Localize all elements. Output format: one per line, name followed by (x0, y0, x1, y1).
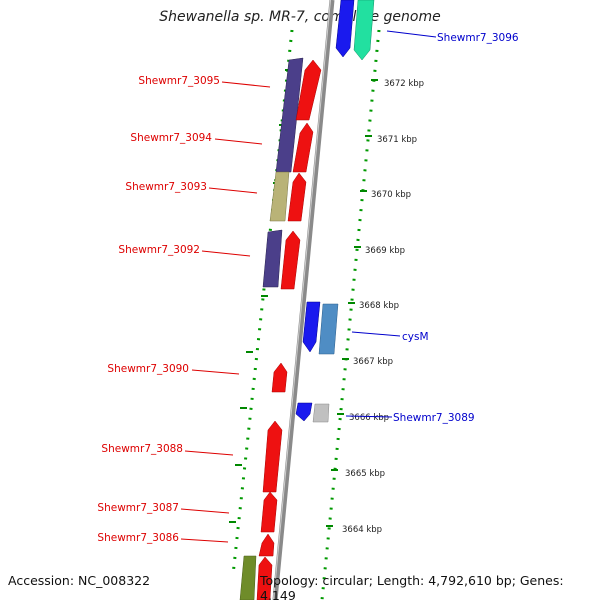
scale-tick-label: 3670 kbp (371, 190, 411, 200)
gene-shewmr7-3092[interactable] (280, 230, 301, 290)
gene-label[interactable]: Shewmr7_3092 (118, 244, 200, 256)
gene-label[interactable]: Shewmr7_3086 (97, 532, 179, 544)
gene-unlabeled-forward[interactable] (256, 556, 273, 600)
gene-shewmr7-3090[interactable] (271, 362, 288, 393)
gene-shewmr7-3089-cog[interactable] (312, 403, 330, 423)
gene-cysm[interactable] (302, 301, 321, 353)
gene-label[interactable]: Shewmr7_3095 (138, 75, 220, 87)
scale-tick-label: 3671 kbp (377, 135, 417, 145)
gene-label[interactable]: Shewmr7_3090 (107, 363, 189, 375)
scale-tick-label: 3669 kbp (365, 246, 405, 256)
scale-tick-label: 3664 kbp (342, 525, 382, 535)
gene-shewmr7-3087[interactable] (260, 491, 278, 533)
gene-label[interactable]: Shewmr7_3096 (437, 32, 519, 44)
gene-shewmr7-3088[interactable] (262, 420, 283, 493)
gene-label[interactable]: Shewmr7_3089 (393, 412, 475, 424)
gene-label[interactable]: Shewmr7_3093 (125, 181, 207, 193)
gene-label[interactable]: Shewmr7_3088 (101, 443, 183, 455)
gene-shewmr7-3094[interactable] (292, 122, 314, 173)
gene-shewmr7-3096-cog[interactable] (353, 0, 375, 61)
gene-shewmr7-3096[interactable] (335, 0, 355, 58)
scale-tick-label: 3666 kbp (349, 413, 389, 423)
gene-shewmr7-3095-cog[interactable] (275, 57, 304, 173)
forward-cds-track (256, 59, 322, 600)
reverse-label-leaders (345, 30, 437, 418)
gene-shewmr7-3089[interactable] (295, 402, 313, 422)
scale-tick-label: 3665 kbp (345, 469, 385, 479)
gene-shewmr7-3095[interactable] (295, 59, 322, 121)
accession-text: Accession: NC_008322 (8, 573, 151, 588)
gene-shewmr7-3093[interactable] (287, 172, 307, 222)
gene-shewmr7-3093-cog[interactable] (269, 171, 290, 222)
scale-tick-label: 3667 kbp (353, 357, 393, 367)
cog-track-outer (239, 57, 304, 600)
gene-shewmr7-3092-cog[interactable] (262, 229, 283, 288)
scale-tick-label: 3672 kbp (384, 79, 424, 89)
gene-label[interactable]: Shewmr7_3087 (97, 502, 179, 514)
genome-backbone (272, 0, 335, 600)
gene-cysm-cog[interactable] (318, 303, 339, 355)
topology-text: Topology: circular; Length: 4,792,610 bp… (260, 573, 564, 600)
gene-olive-cog[interactable] (239, 555, 257, 600)
forward-label-leaders (180, 81, 271, 543)
gene-label[interactable]: cysM (402, 331, 429, 343)
gene-shewmr7-3086[interactable] (258, 533, 275, 557)
scale-tick-label: 3668 kbp (359, 301, 399, 311)
reverse-cds-track (295, 0, 375, 423)
inner-ticks (326, 79, 378, 527)
backbone-highlight (273, 0, 331, 600)
gene-label[interactable]: Shewmr7_3094 (130, 132, 212, 144)
